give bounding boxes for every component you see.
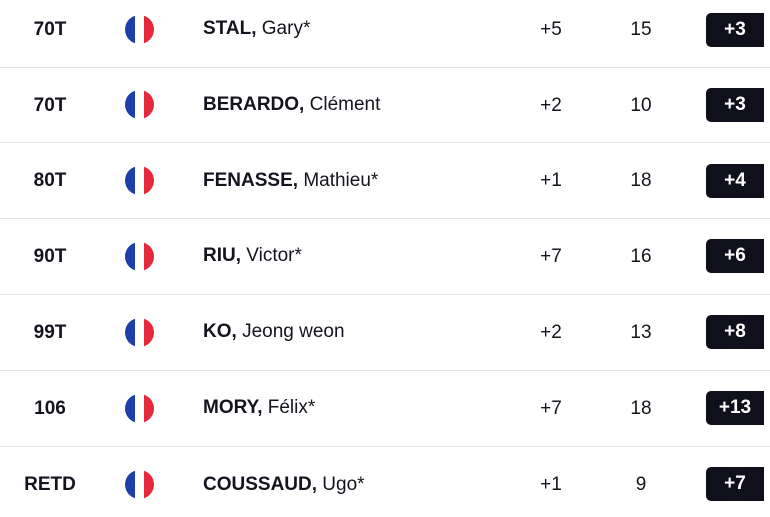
today-score: +5: [540, 19, 562, 40]
player-position: 99T: [33, 322, 67, 343]
player-name[interactable]: STAL, Gary*: [203, 18, 310, 40]
holes-thru: 10: [630, 95, 652, 116]
leaderboard-row[interactable]: 80T FENASSE, Mathieu* +1 18 +4: [0, 143, 770, 219]
leaderboard-row[interactable]: 90T RIU, Victor* +7 16 +6: [0, 219, 770, 295]
leaderboard-row[interactable]: 70T BERARDO, Clément +2 10 +3: [0, 68, 770, 143]
holes-thru: 16: [630, 246, 652, 267]
today-score: +7: [540, 398, 562, 419]
player-position: 106: [34, 398, 66, 419]
player-first-name: Félix*: [267, 397, 316, 418]
player-name[interactable]: KO, Jeong weon: [203, 321, 345, 343]
total-score-badge: +4: [706, 164, 764, 198]
player-first-name: Victor*: [246, 245, 302, 266]
player-last-name: RIU,: [203, 245, 241, 266]
leaderboard-row[interactable]: RETD COUSSAUD, Ugo* +1 9 +7: [0, 447, 770, 517]
today-score: +2: [540, 95, 562, 116]
holes-thru: 18: [630, 398, 652, 419]
total-score-badge: +3: [706, 13, 764, 47]
france-flag-icon: [125, 166, 154, 195]
today-score: +7: [540, 246, 562, 267]
player-first-name: Gary*: [261, 18, 311, 39]
leaderboard-row[interactable]: 70T STAL, Gary* +5 15 +3: [0, 0, 770, 68]
player-first-name: Clément: [309, 94, 381, 115]
holes-thru: 15: [630, 19, 652, 40]
today-score: +1: [540, 170, 562, 191]
player-position: 90T: [33, 246, 67, 267]
france-flag-icon: [125, 15, 154, 44]
total-score-badge: +6: [706, 239, 764, 273]
player-name[interactable]: RIU, Victor*: [203, 245, 302, 267]
player-name[interactable]: COUSSAUD, Ugo*: [203, 474, 365, 496]
total-score-badge: +3: [706, 88, 764, 122]
player-last-name: COUSSAUD,: [203, 474, 318, 495]
player-last-name: STAL,: [203, 18, 257, 39]
player-first-name: Jeong weon: [242, 321, 345, 342]
today-score: +1: [540, 474, 562, 495]
player-position: RETD: [24, 474, 76, 495]
france-flag-icon: [125, 242, 154, 271]
player-name[interactable]: BERARDO, Clément: [203, 94, 380, 116]
player-last-name: FENASSE,: [203, 170, 299, 191]
france-flag-icon: [125, 90, 154, 119]
player-last-name: KO,: [203, 321, 237, 342]
player-name[interactable]: MORY, Félix*: [203, 397, 315, 419]
france-flag-icon: [125, 394, 154, 423]
holes-thru: 9: [635, 474, 647, 495]
holes-thru: 13: [630, 322, 652, 343]
player-first-name: Mathieu*: [303, 170, 379, 191]
france-flag-icon: [125, 470, 154, 499]
leaderboard-row[interactable]: 106 MORY, Félix* +7 18 +13: [0, 371, 770, 447]
player-last-name: MORY,: [203, 397, 263, 418]
total-score-badge: +8: [706, 315, 764, 349]
total-score-badge: +7: [706, 467, 764, 501]
player-last-name: BERARDO,: [203, 94, 305, 115]
today-score: +2: [540, 322, 562, 343]
holes-thru: 18: [630, 170, 652, 191]
player-name[interactable]: FENASSE, Mathieu*: [203, 170, 378, 192]
player-first-name: Ugo*: [322, 474, 365, 495]
player-position: 80T: [33, 170, 67, 191]
total-score-badge: +13: [706, 391, 764, 425]
player-position: 70T: [33, 19, 67, 40]
france-flag-icon: [125, 318, 154, 347]
leaderboard-row[interactable]: 99T KO, Jeong weon +2 13 +8: [0, 295, 770, 371]
player-position: 70T: [33, 95, 67, 116]
